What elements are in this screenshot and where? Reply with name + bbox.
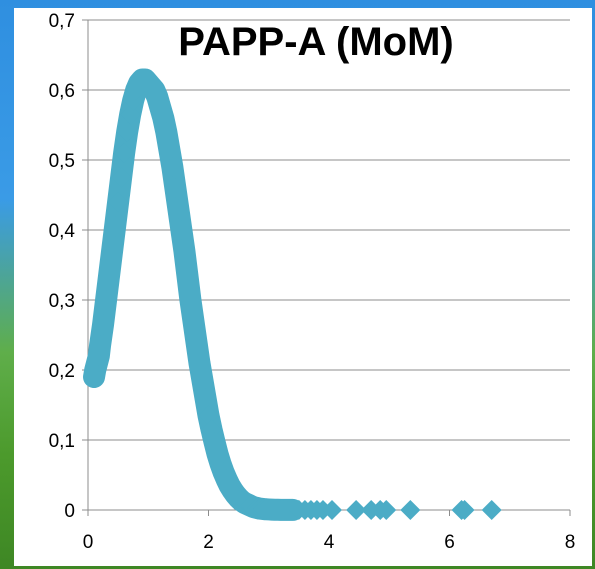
x-tick-label: 4 <box>324 532 335 553</box>
data-point <box>105 216 126 237</box>
x-tick-label: 6 <box>444 532 455 553</box>
data-point <box>376 500 397 520</box>
data-point <box>156 122 177 142</box>
data-point <box>90 335 111 356</box>
y-tick-label: 0,5 <box>49 151 75 172</box>
data-point <box>195 388 216 408</box>
data-point <box>120 104 141 125</box>
data-point <box>481 500 502 520</box>
data-point <box>162 157 183 177</box>
data-point <box>177 265 198 286</box>
y-tick-label: 0,7 <box>49 11 75 32</box>
y-tick-label: 0,6 <box>49 81 75 102</box>
data-point <box>180 290 201 310</box>
data-point <box>322 500 343 520</box>
data-point <box>117 122 138 142</box>
tick-labels: 0 0,1 0,2 0,3 0,4 0,5 0,6 0,7 0 2 4 6 8 <box>49 11 576 553</box>
y-tick-label: 0,3 <box>49 291 75 312</box>
data-point <box>171 220 192 240</box>
y-tick-label: 0,4 <box>49 221 76 242</box>
data-point <box>192 370 213 391</box>
y-tick-label: 0,2 <box>49 361 75 382</box>
y-tick-label: 0 <box>64 501 75 522</box>
data-point <box>346 500 367 520</box>
data-point <box>114 143 135 163</box>
data-point <box>168 199 189 219</box>
data-point <box>183 311 204 331</box>
x-tick-label: 2 <box>203 532 214 553</box>
x-tick-label: 8 <box>565 532 576 553</box>
data-point <box>108 192 129 212</box>
data-point <box>93 314 114 335</box>
data-point <box>198 405 219 426</box>
data-point <box>165 178 186 198</box>
data-point <box>454 500 475 520</box>
data-point <box>96 290 117 310</box>
data-point <box>186 332 207 352</box>
data-point <box>153 108 174 128</box>
chart-title: PAPP-A (MoM) <box>178 20 454 64</box>
data-point <box>400 500 421 520</box>
data-point <box>99 265 120 286</box>
data-point <box>102 241 123 261</box>
data-points <box>83 68 502 521</box>
x-tick-label: 0 <box>83 532 94 553</box>
data-point <box>111 167 132 188</box>
data-point <box>159 139 180 160</box>
data-point <box>174 241 195 261</box>
y-tick-label: 0,1 <box>49 431 75 452</box>
data-point <box>189 353 210 373</box>
